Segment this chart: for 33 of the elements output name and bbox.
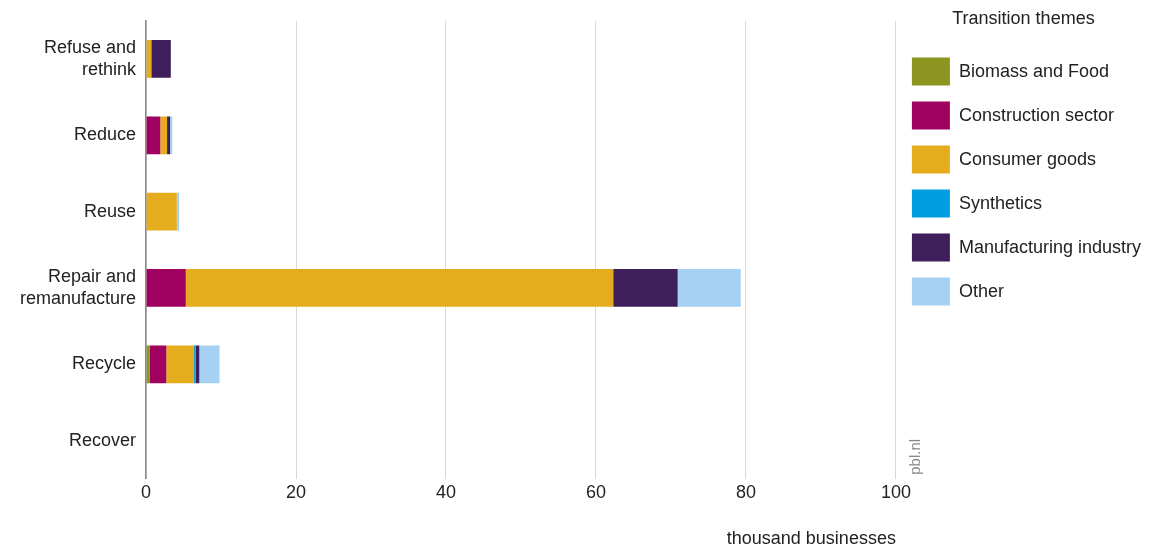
legend-label: Consumer goods bbox=[958, 148, 1096, 169]
x-axis-title: thousand businesses bbox=[726, 528, 896, 549]
x-tick-label: 60 bbox=[585, 481, 606, 502]
y-tick-label: Recycle bbox=[72, 353, 137, 374]
legend-label: Other bbox=[958, 280, 1004, 301]
bar bbox=[677, 269, 741, 307]
bar bbox=[149, 345, 167, 384]
y-tick-label: Refuse and rethink bbox=[43, 37, 138, 79]
legend-label: Manufacturing industry bbox=[958, 236, 1141, 257]
bar bbox=[185, 269, 614, 307]
y-tick-label: Recover bbox=[69, 429, 137, 450]
y-tick-label: Reduce bbox=[74, 124, 137, 145]
x-tick-label: 0 bbox=[141, 481, 152, 502]
bar bbox=[199, 345, 220, 384]
x-tick-label: 20 bbox=[286, 481, 307, 502]
y-tick-label: Reuse bbox=[84, 200, 137, 221]
legend-label: Construction sector bbox=[958, 104, 1114, 125]
text: pbl.nl bbox=[906, 438, 924, 475]
bar bbox=[146, 345, 150, 384]
bar bbox=[146, 192, 177, 231]
bar bbox=[151, 40, 171, 78]
bar bbox=[146, 269, 186, 307]
legend-label: Biomass and Food bbox=[958, 60, 1109, 81]
x-tick-label: 40 bbox=[435, 481, 457, 502]
bar bbox=[146, 116, 161, 155]
x-tick-label: 100 bbox=[880, 481, 911, 502]
legend-label: Synthetics bbox=[958, 192, 1042, 213]
y-tick-label: Repair and remanufacture bbox=[20, 266, 137, 308]
x-tick-label: 80 bbox=[735, 481, 756, 502]
legend-title: Transition themes bbox=[952, 7, 1095, 28]
bar bbox=[166, 345, 195, 384]
bar bbox=[613, 269, 678, 307]
bar bbox=[160, 116, 168, 155]
